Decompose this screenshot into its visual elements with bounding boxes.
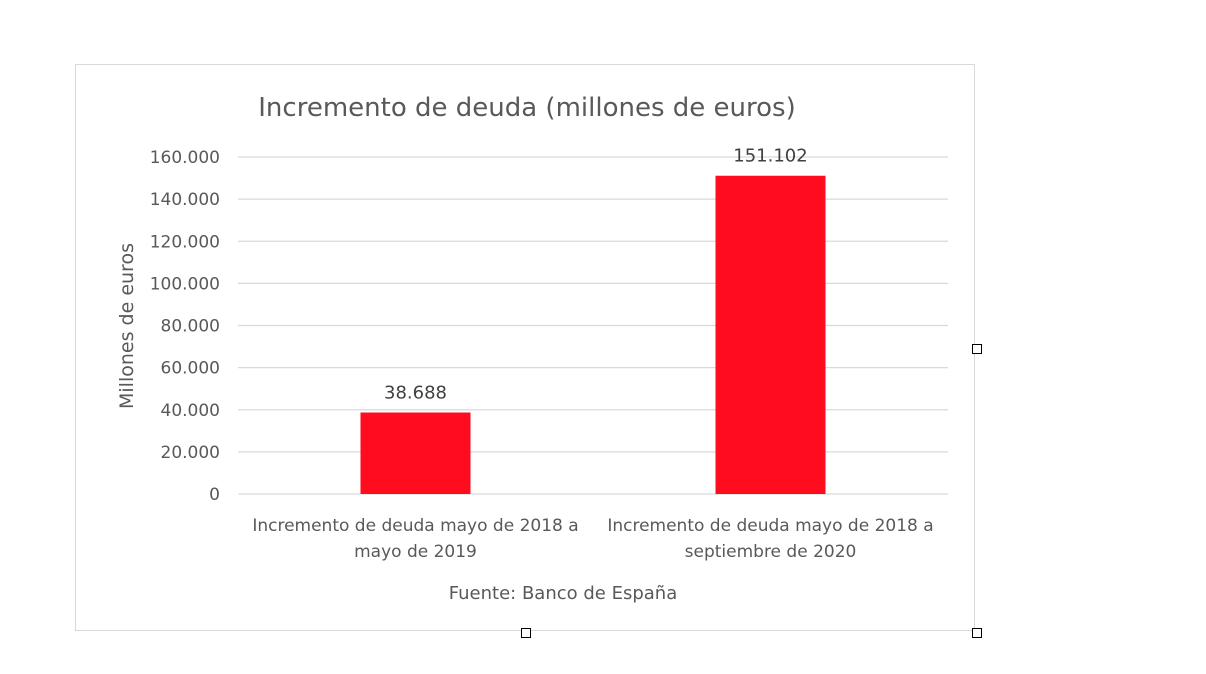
x-tick-label: mayo de 2019 [354, 542, 477, 562]
x-tick-label: Incremento de deuda mayo de 2018 a [607, 516, 933, 536]
y-tick-label: 0 [209, 485, 220, 505]
y-tick-label: 140.000 [150, 190, 220, 210]
bar [360, 412, 471, 494]
x-axis-label: Fuente: Banco de España [449, 583, 677, 604]
resize-handle-right[interactable] [972, 344, 982, 354]
resize-handle-bottom[interactable] [521, 628, 531, 638]
chart-title: Incremento de deuda (millones de euros) [258, 93, 795, 123]
y-tick-label: 80.000 [161, 317, 220, 337]
y-tick-label: 120.000 [150, 232, 220, 252]
y-tick-label: 160.000 [150, 148, 220, 168]
y-axis-label: Millones de euros [116, 243, 138, 409]
data-label: 38.688 [384, 383, 447, 404]
resize-handle-bottom-right[interactable] [972, 628, 982, 638]
y-tick-label: 100.000 [150, 274, 220, 294]
data-label: 151.102 [733, 146, 807, 167]
y-tick-label: 40.000 [161, 401, 220, 421]
x-tick-label: septiembre de 2020 [685, 542, 857, 562]
x-tick-label: Incremento de deuda mayo de 2018 a [252, 516, 578, 536]
bar [715, 175, 826, 495]
y-tick-label: 20.000 [161, 443, 220, 463]
y-tick-label: 60.000 [161, 359, 220, 379]
